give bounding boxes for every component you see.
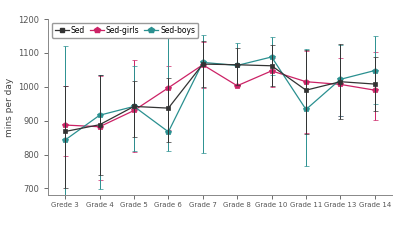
- Y-axis label: mins per day: mins per day: [5, 78, 14, 137]
- Legend: Sed, Sed-girls, Sed-boys: Sed, Sed-girls, Sed-boys: [52, 23, 198, 38]
